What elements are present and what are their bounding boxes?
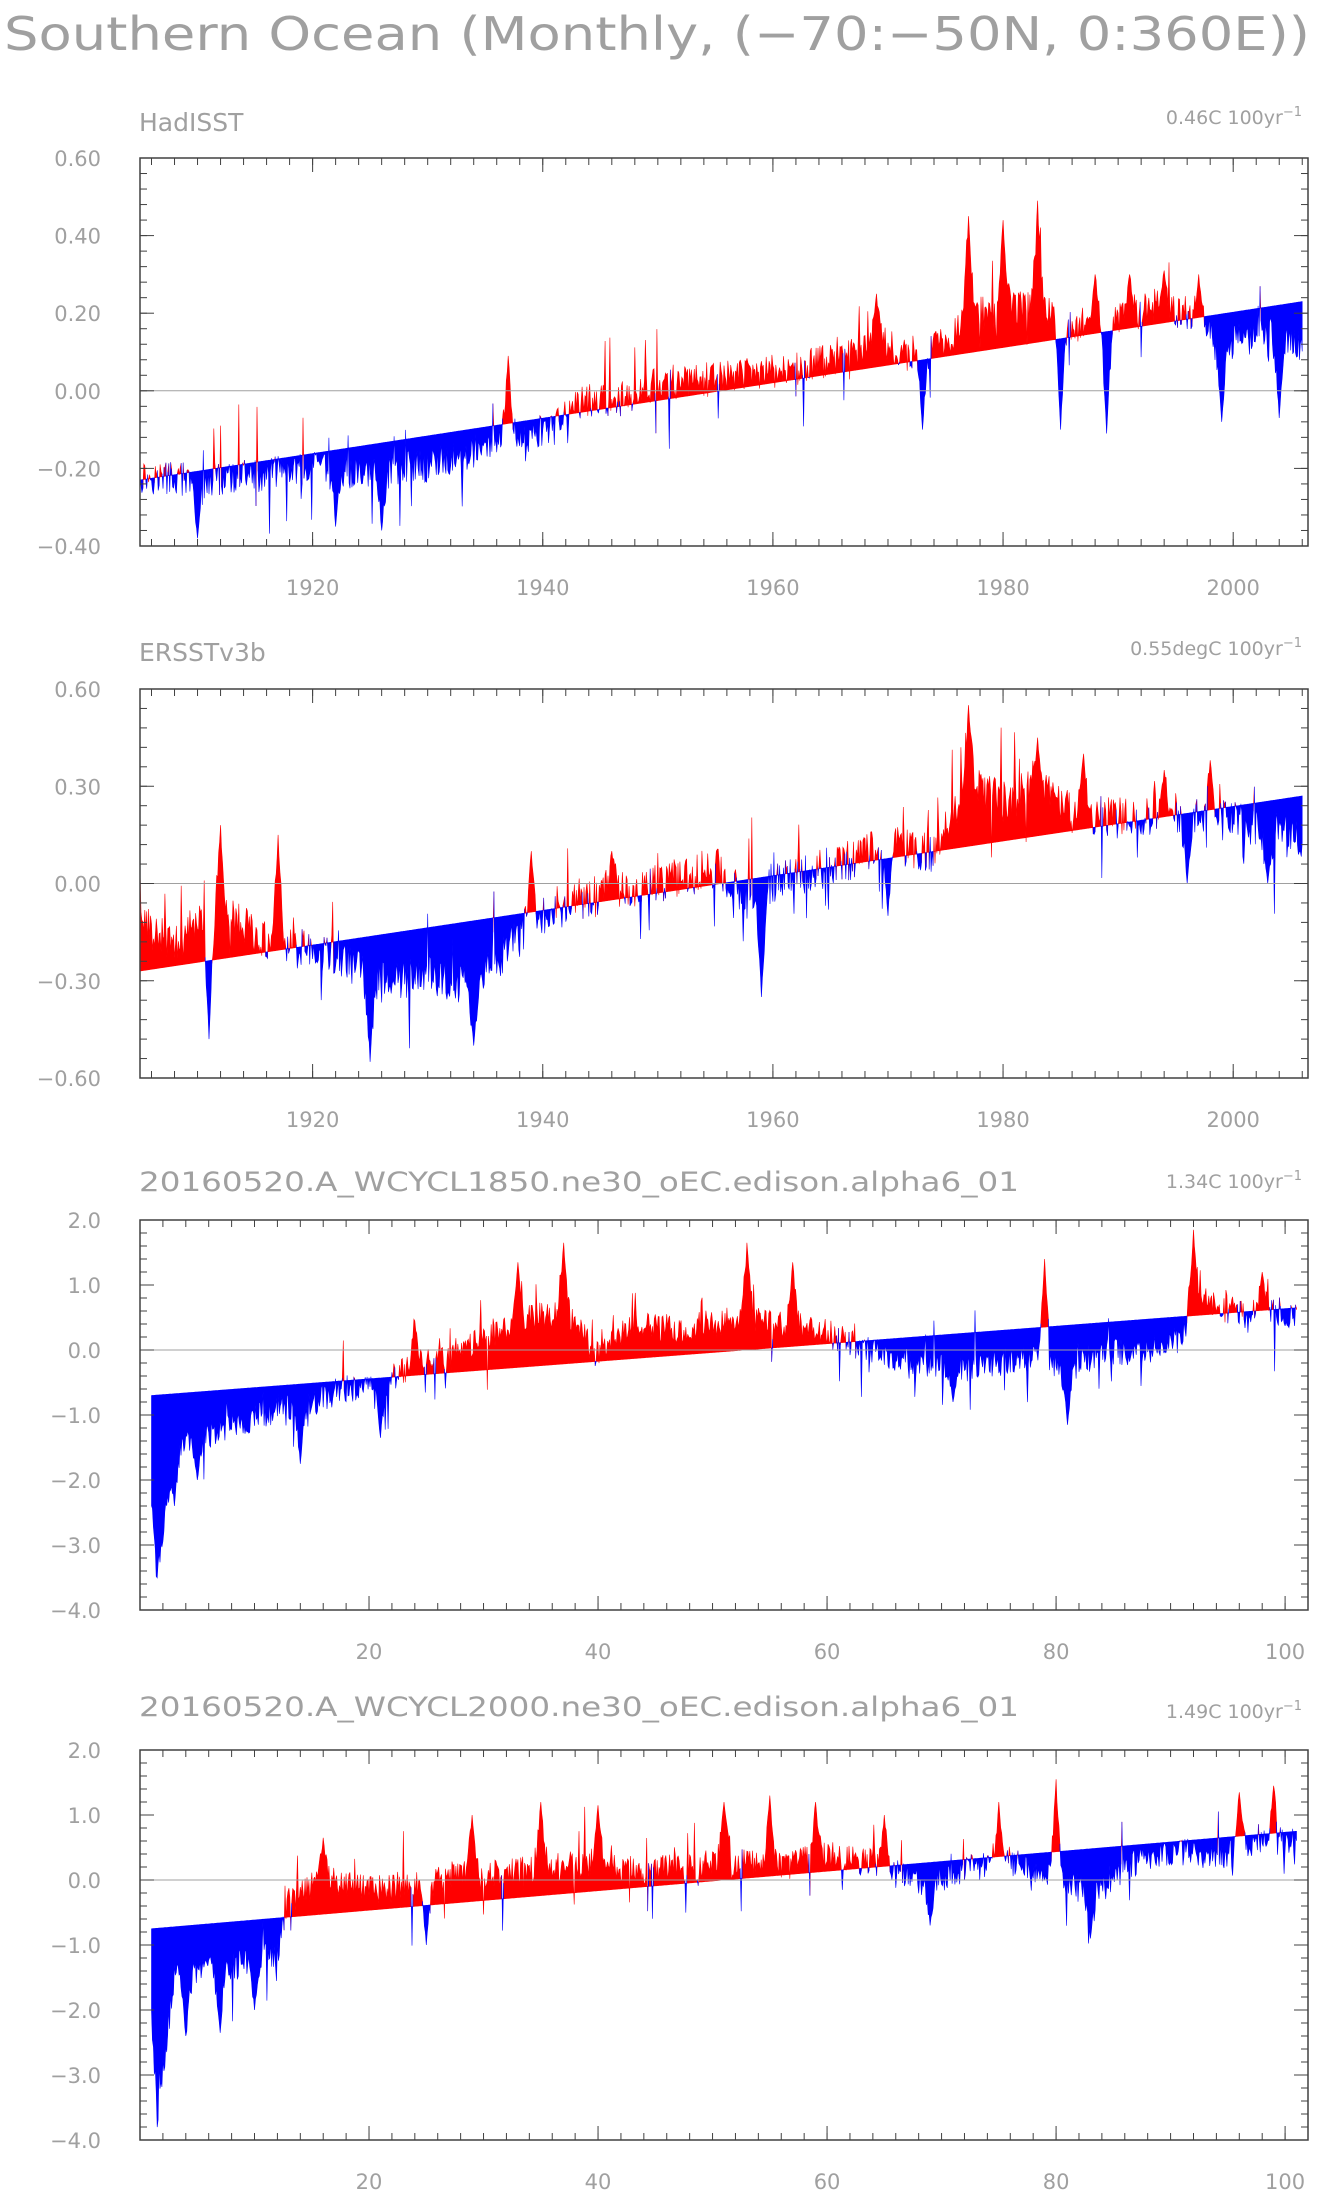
x-tick-label: 60 <box>814 2170 841 2194</box>
panel-title: 20160520.A_WCYCL2000.ne30_oEC.edison.alp… <box>139 1692 1019 1723</box>
x-tick-label: 20 <box>356 2170 383 2194</box>
y-tick-label: 0.40 <box>54 225 101 249</box>
panel-title: ERSSTv3b <box>139 638 266 667</box>
x-tick-label: 2000 <box>1206 1108 1259 1132</box>
x-tick-label: 1920 <box>286 576 339 600</box>
trend-label: 0.55degC 100yr−1 <box>1130 636 1302 660</box>
y-tick-label: −2.0 <box>50 1469 101 1493</box>
x-tick-label: 60 <box>814 1640 841 1664</box>
x-tick-label: 80 <box>1043 1640 1070 1664</box>
x-tick-label: 40 <box>585 1640 612 1664</box>
x-tick-label: 100 <box>1265 1640 1305 1664</box>
series-above-trend <box>342 1229 1297 1392</box>
y-tick-label: −1.0 <box>50 1934 101 1958</box>
axis-ticks <box>139 1219 1309 1611</box>
series-below-trend <box>204 786 1303 1062</box>
y-tick-label: −0.40 <box>37 535 101 559</box>
y-tick-label: 0.00 <box>54 873 101 897</box>
y-tick-label: 0.30 <box>54 775 101 799</box>
anomaly-area-blue <box>151 1811 1297 2128</box>
panel-hadisst: HadISST 0.46C 100yr−1 1920 1940 1960 1980 20… <box>37 105 1309 600</box>
y-tick-label: 1.0 <box>68 1804 101 1828</box>
plot-frame <box>139 157 1309 547</box>
panel-ersstv3b: ERSSTv3b 0.55degC 100yr−1 1920 1940 1960 19… <box>37 636 1309 1132</box>
series-below-trend <box>151 1811 1297 2128</box>
x-tick-label: 2000 <box>1206 576 1259 600</box>
series-above-trend <box>142 200 1262 507</box>
y-tick-label: −4.0 <box>50 2129 101 2153</box>
series-above-trend <box>283 1779 1281 1931</box>
x-tick-label: 100 <box>1265 2170 1305 2194</box>
x-tick-label: 1940 <box>516 1108 569 1132</box>
panel-wcycl1850: 20160520.A_WCYCL1850.ne30_oEC.edison.alp… <box>50 1167 1309 1664</box>
x-tick-label: 40 <box>585 2170 612 2194</box>
y-tick-label: −0.20 <box>37 457 101 481</box>
y-tick-label: −0.30 <box>37 970 101 994</box>
y-tick-label: 2.0 <box>68 1739 101 1763</box>
x-tick-label: 1940 <box>516 576 569 600</box>
anomaly-area-red <box>142 200 1262 507</box>
anomaly-area-blue <box>139 286 1303 539</box>
y-tick-label: 0.00 <box>54 380 101 404</box>
series-above-trend <box>139 705 1255 974</box>
trend-label: 1.34C 100yr−1 <box>1166 1169 1302 1193</box>
panel-title: 20160520.A_WCYCL1850.ne30_oEC.edison.alp… <box>139 1167 1019 1198</box>
figure-title: Southern Ocean (Monthly, (−70:−50N, 0:36… <box>4 7 1310 61</box>
axis-ticks <box>140 688 1308 1079</box>
anomaly-area-blue <box>151 1297 1296 1579</box>
x-tick-label: 1980 <box>976 576 1029 600</box>
y-tick-label: 0.60 <box>54 678 101 702</box>
x-tick-label: 80 <box>1043 2170 1070 2194</box>
anomaly-area-blue <box>204 786 1303 1062</box>
y-tick-label: 0.20 <box>54 302 101 326</box>
panel-wcycl2000: 20160520.A_WCYCL2000.ne30_oEC.edison.alp… <box>50 1692 1309 2194</box>
plot-frame <box>139 1219 1309 1611</box>
trend-label: 0.46C 100yr−1 <box>1166 105 1302 129</box>
y-tick-label: −4.0 <box>50 1599 101 1623</box>
anomaly-area-red <box>283 1779 1281 1931</box>
x-tick-label: 1960 <box>746 1108 799 1132</box>
axis-ticks <box>140 157 1308 547</box>
anomaly-area-red <box>139 705 1255 974</box>
y-tick-label: 1.0 <box>68 1274 101 1298</box>
series-below-trend <box>151 1297 1296 1579</box>
x-tick-label: 20 <box>356 1640 383 1664</box>
series-below-trend <box>139 286 1303 539</box>
x-tick-label: 1960 <box>746 576 799 600</box>
y-tick-label: 0.0 <box>68 1869 101 1893</box>
y-tick-label: −1.0 <box>50 1404 101 1428</box>
panel-title: HadISST <box>139 108 244 137</box>
y-tick-label: 2.0 <box>68 1209 101 1233</box>
y-tick-label: −3.0 <box>50 2064 101 2088</box>
y-tick-label: 0.60 <box>54 147 101 171</box>
trend-label: 1.49C 100yr−1 <box>1166 1699 1302 1723</box>
x-tick-label: 1920 <box>286 1108 339 1132</box>
anomaly-area-red <box>342 1229 1297 1392</box>
y-tick-label: −3.0 <box>50 1534 101 1558</box>
y-tick-label: 0.0 <box>68 1339 101 1363</box>
y-tick-label: −2.0 <box>50 1999 101 2023</box>
x-tick-label: 1980 <box>976 1108 1029 1132</box>
axis-ticks <box>139 1749 1309 2141</box>
y-tick-label: −0.60 <box>37 1067 101 1091</box>
